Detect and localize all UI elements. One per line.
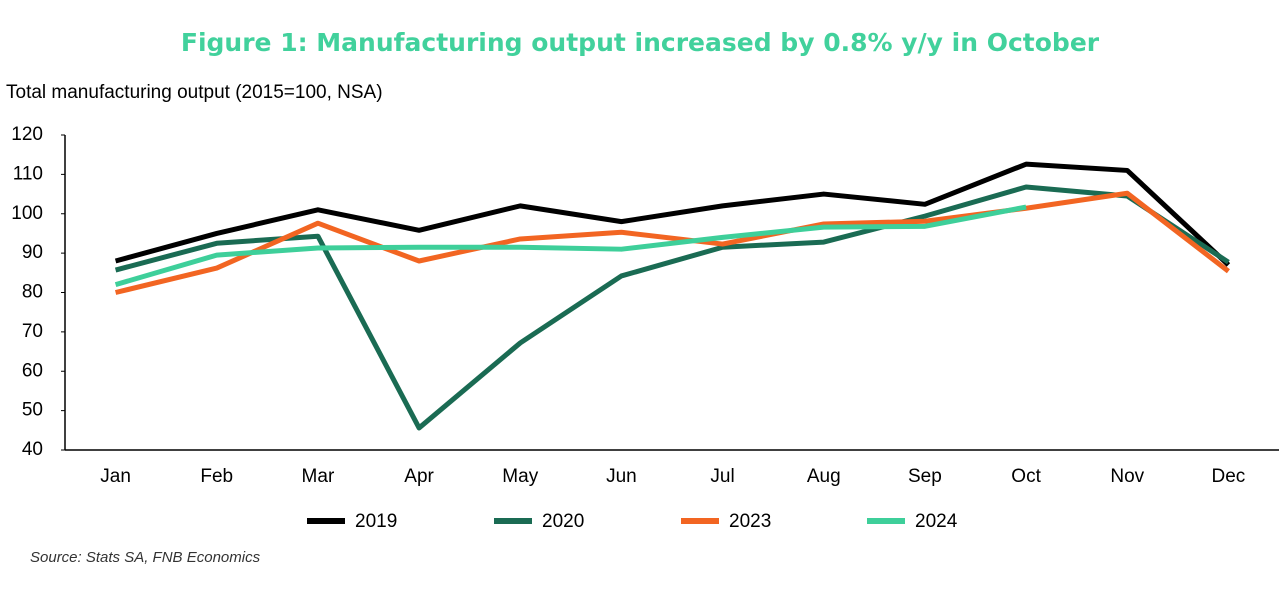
x-tick-label: Aug [807,466,841,487]
y-tick-label: 60 [22,360,43,381]
x-tick-label: May [502,466,538,487]
x-tick-label: Oct [1011,466,1041,487]
y-tick-label: 40 [22,439,43,460]
chart-title: Figure 1: Manufacturing output increased… [181,28,1100,57]
legend-label: 2023 [729,511,771,532]
line-series [114,184,1230,431]
y-tick-label: 120 [11,124,43,145]
source: Source: Stats SA, FNB Economics [30,549,261,566]
x-tick-label: Jun [606,466,637,487]
y-tick-label: 80 [22,282,43,303]
legend-label: 2019 [355,511,397,532]
x-tick-label: Sep [908,466,942,487]
line-series [114,161,1231,267]
line-series [114,204,1027,288]
x-tick-label: Mar [302,466,335,487]
line-series [114,190,1230,295]
legend-label: 2020 [542,511,584,532]
x-tick-label: Jul [710,466,734,487]
legend-label: 2024 [915,511,958,532]
y-tick-label: 100 [11,203,43,224]
x-tick-label: Nov [1110,466,1144,487]
y-tick-label: 90 [22,242,43,263]
y-tick-label: 110 [13,163,43,184]
y-tick-label: 50 [22,400,43,421]
y-tick-label: 70 [22,321,43,342]
x-tick-label: Feb [200,466,233,487]
y-axis-label: Total manufacturing output (2015=100, NS… [6,82,383,103]
x-tick-label: Apr [404,466,434,487]
x-tick-label: Jan [100,466,131,487]
x-tick-label: Dec [1212,466,1246,487]
